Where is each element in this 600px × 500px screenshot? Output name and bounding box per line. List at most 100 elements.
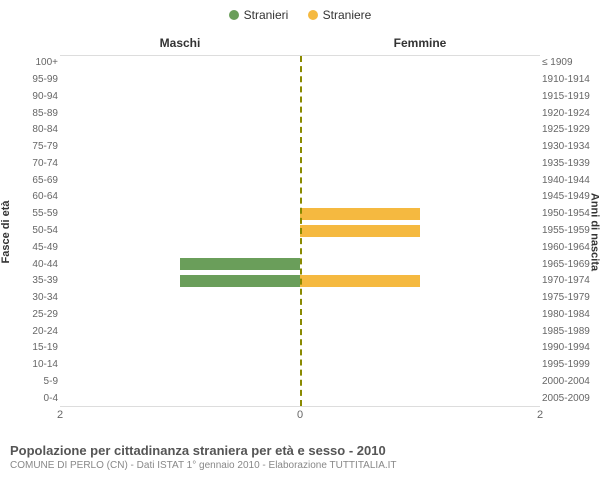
bar-female [300, 225, 420, 237]
bar-row [60, 106, 300, 123]
bar-row [300, 89, 540, 106]
x-tick: 2 [537, 409, 543, 421]
bar-female [300, 275, 420, 287]
bar-row [300, 73, 540, 90]
x-tick: 2 [57, 409, 63, 421]
y-tick-age: 50-54 [2, 226, 58, 236]
bar-row [60, 89, 300, 106]
bar-row [60, 139, 300, 156]
bar-row [60, 373, 300, 390]
bar-male [180, 258, 300, 270]
y-tick-age: 5-9 [2, 377, 58, 387]
half-title-female: Femmine [300, 36, 540, 50]
y-tick-age: 15-19 [2, 343, 58, 353]
y-tick-birth: 1955-1959 [542, 226, 598, 236]
x-axis-ticks: 2 0 2 [60, 409, 540, 423]
y-tick-age: 40-44 [2, 260, 58, 270]
plot-half-female: Femmine [300, 56, 540, 406]
y-tick-birth: 1950-1954 [542, 209, 598, 219]
y-tick-birth: 1920-1924 [542, 109, 598, 119]
y-tick-birth: 1925-1929 [542, 125, 598, 135]
y-tick-birth: 1910-1914 [542, 75, 598, 85]
bar-row [300, 206, 540, 223]
bar-row [60, 323, 300, 340]
y-tick-age: 70-74 [2, 159, 58, 169]
chart-title: Popolazione per cittadinanza straniera p… [10, 443, 590, 458]
half-title-male: Maschi [60, 36, 300, 50]
bar-row [300, 56, 540, 73]
bar-row [60, 356, 300, 373]
y-tick-age: 60-64 [2, 192, 58, 202]
plot-area: Maschi Femmine [60, 55, 540, 407]
legend: Stranieri Straniere [0, 0, 600, 27]
bar-row [300, 173, 540, 190]
y-tick-age: 80-84 [2, 125, 58, 135]
chart-subtitle: COMUNE DI PERLO (CN) - Dati ISTAT 1° gen… [10, 460, 590, 471]
bar-row [60, 56, 300, 73]
bar-row [300, 189, 540, 206]
bar-row [60, 223, 300, 240]
bar-row [300, 306, 540, 323]
y-tick-birth: 1935-1939 [542, 159, 598, 169]
pyramid-chart: Fasce di età Anni di nascita 100+95-9990… [0, 27, 600, 437]
y-tick-birth: 1975-1979 [542, 293, 598, 303]
y-tick-age: 30-34 [2, 293, 58, 303]
legend-label-female: Straniere [323, 8, 372, 22]
bar-row [300, 139, 540, 156]
chart-footer: Popolazione per cittadinanza straniera p… [0, 437, 600, 471]
y-tick-birth: 1965-1969 [542, 260, 598, 270]
bar-row [300, 356, 540, 373]
bar-row [60, 256, 300, 273]
y-tick-age: 55-59 [2, 209, 58, 219]
bar-row [300, 389, 540, 406]
bar-row [300, 323, 540, 340]
bar-row [300, 223, 540, 240]
y-tick-age: 65-69 [2, 176, 58, 186]
plot-half-male: Maschi [60, 56, 300, 406]
y-axis-right: ≤ 1909 1910-1914 1915-1919 1920-1924 1925-19… [542, 55, 598, 407]
bar-row [60, 239, 300, 256]
y-tick-birth: 2005-2009 [542, 394, 598, 404]
bar-row [300, 156, 540, 173]
center-divider [300, 56, 302, 406]
bar-row [300, 289, 540, 306]
bar-row [60, 389, 300, 406]
y-tick-age: 20-24 [2, 327, 58, 337]
legend-label-male: Stranieri [244, 8, 289, 22]
bar-row [300, 123, 540, 140]
y-tick-birth: 1945-1949 [542, 192, 598, 202]
y-tick-age: 85-89 [2, 109, 58, 119]
y-tick-birth: 1915-1919 [542, 92, 598, 102]
bar-row [300, 256, 540, 273]
y-tick-birth: 1930-1934 [542, 142, 598, 152]
bar-row [300, 373, 540, 390]
x-tick: 0 [297, 409, 303, 421]
y-tick-birth: 1985-1989 [542, 327, 598, 337]
y-tick-birth: 1970-1974 [542, 276, 598, 286]
y-tick-birth: 1980-1984 [542, 310, 598, 320]
y-tick-age: 45-49 [2, 243, 58, 253]
bar-row [300, 273, 540, 290]
bar-row [60, 306, 300, 323]
bar-row [60, 173, 300, 190]
bar-row [60, 206, 300, 223]
bar-row [60, 73, 300, 90]
y-tick-birth: 1990-1994 [542, 343, 598, 353]
bar-row [60, 123, 300, 140]
y-tick-age: 35-39 [2, 276, 58, 286]
bar-row [60, 339, 300, 356]
legend-item-female: Straniere [308, 8, 372, 22]
y-tick-birth: 1960-1964 [542, 243, 598, 253]
bar-row [60, 273, 300, 290]
bar-row [300, 106, 540, 123]
y-tick-birth: 1940-1944 [542, 176, 598, 186]
bar-row [60, 289, 300, 306]
y-tick-age: 90-94 [2, 92, 58, 102]
y-tick-age: 75-79 [2, 142, 58, 152]
bar-row [60, 156, 300, 173]
y-tick-birth: ≤ 1909 [542, 58, 598, 68]
bar-row [300, 339, 540, 356]
legend-item-male: Stranieri [229, 8, 289, 22]
y-axis-left: 100+95-9990-9485-8980-8475-7970-7465-696… [2, 55, 58, 407]
y-tick-age: 0-4 [2, 394, 58, 404]
